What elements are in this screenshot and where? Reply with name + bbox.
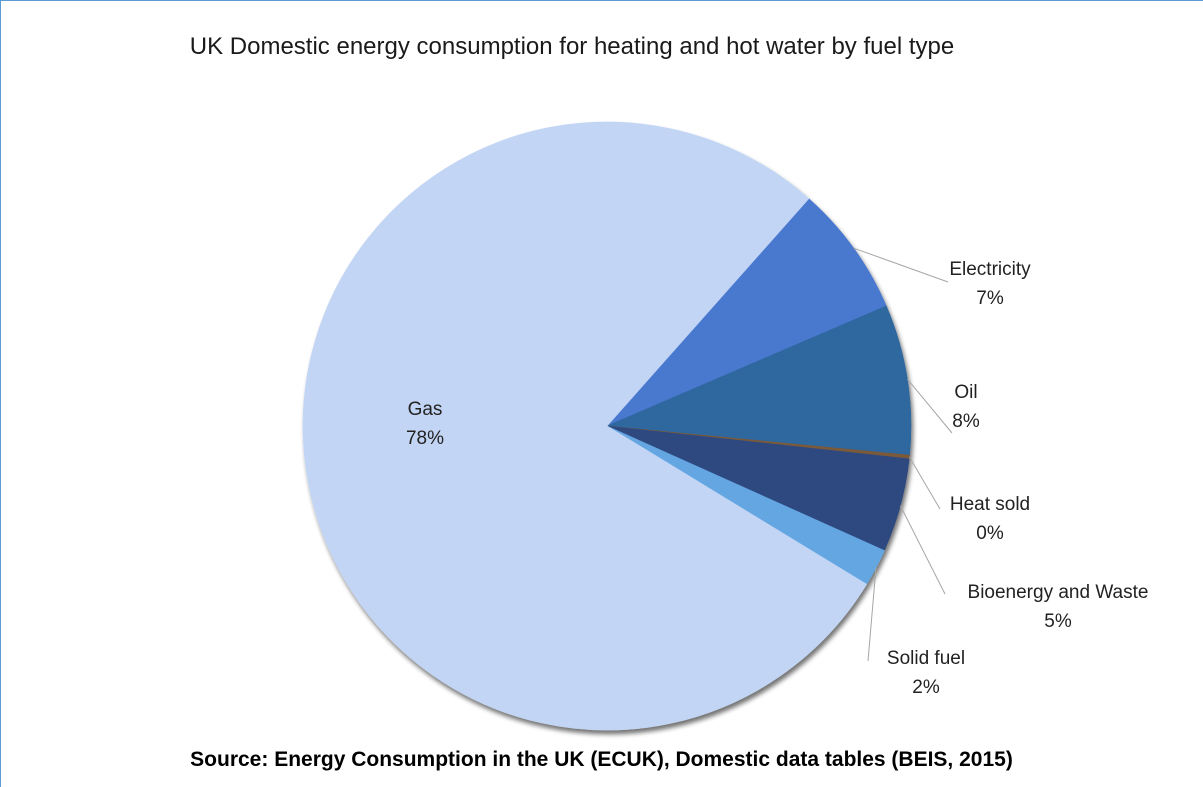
leader-line-heat-sold <box>908 456 941 510</box>
slice-label-heat-sold: Heat sold <box>950 494 1030 515</box>
slice-label-bioenergy-and-waste: Bioenergy and Waste <box>968 582 1149 603</box>
leader-line-oil <box>906 378 953 434</box>
pie-slice-gas <box>302 121 868 731</box>
slice-value-heat-sold: 0% <box>976 523 1004 544</box>
leader-line-electricity <box>853 247 949 283</box>
slice-label-electricity: Electricity <box>949 259 1031 280</box>
slice-label-gas: Gas <box>408 399 443 420</box>
slice-label-solid-fuel: Solid fuel <box>887 648 965 669</box>
leader-line-solid-fuel <box>867 567 877 662</box>
slice-value-solid-fuel: 2% <box>912 677 940 698</box>
source-note: Source: Energy Consumption in the UK (EC… <box>190 748 1013 771</box>
pie-slice-oil <box>606 305 912 456</box>
slice-value-gas: 78% <box>406 428 444 449</box>
leader-line-bioenergy-and-waste <box>899 505 946 595</box>
slice-label-oil: Oil <box>954 382 977 403</box>
slice-value-oil: 8% <box>952 411 980 432</box>
slice-value-electricity: 7% <box>976 288 1004 309</box>
chart-title: UK Domestic energy consumption for heati… <box>190 33 954 60</box>
slice-value-bioenergy-and-waste: 5% <box>1044 611 1072 632</box>
